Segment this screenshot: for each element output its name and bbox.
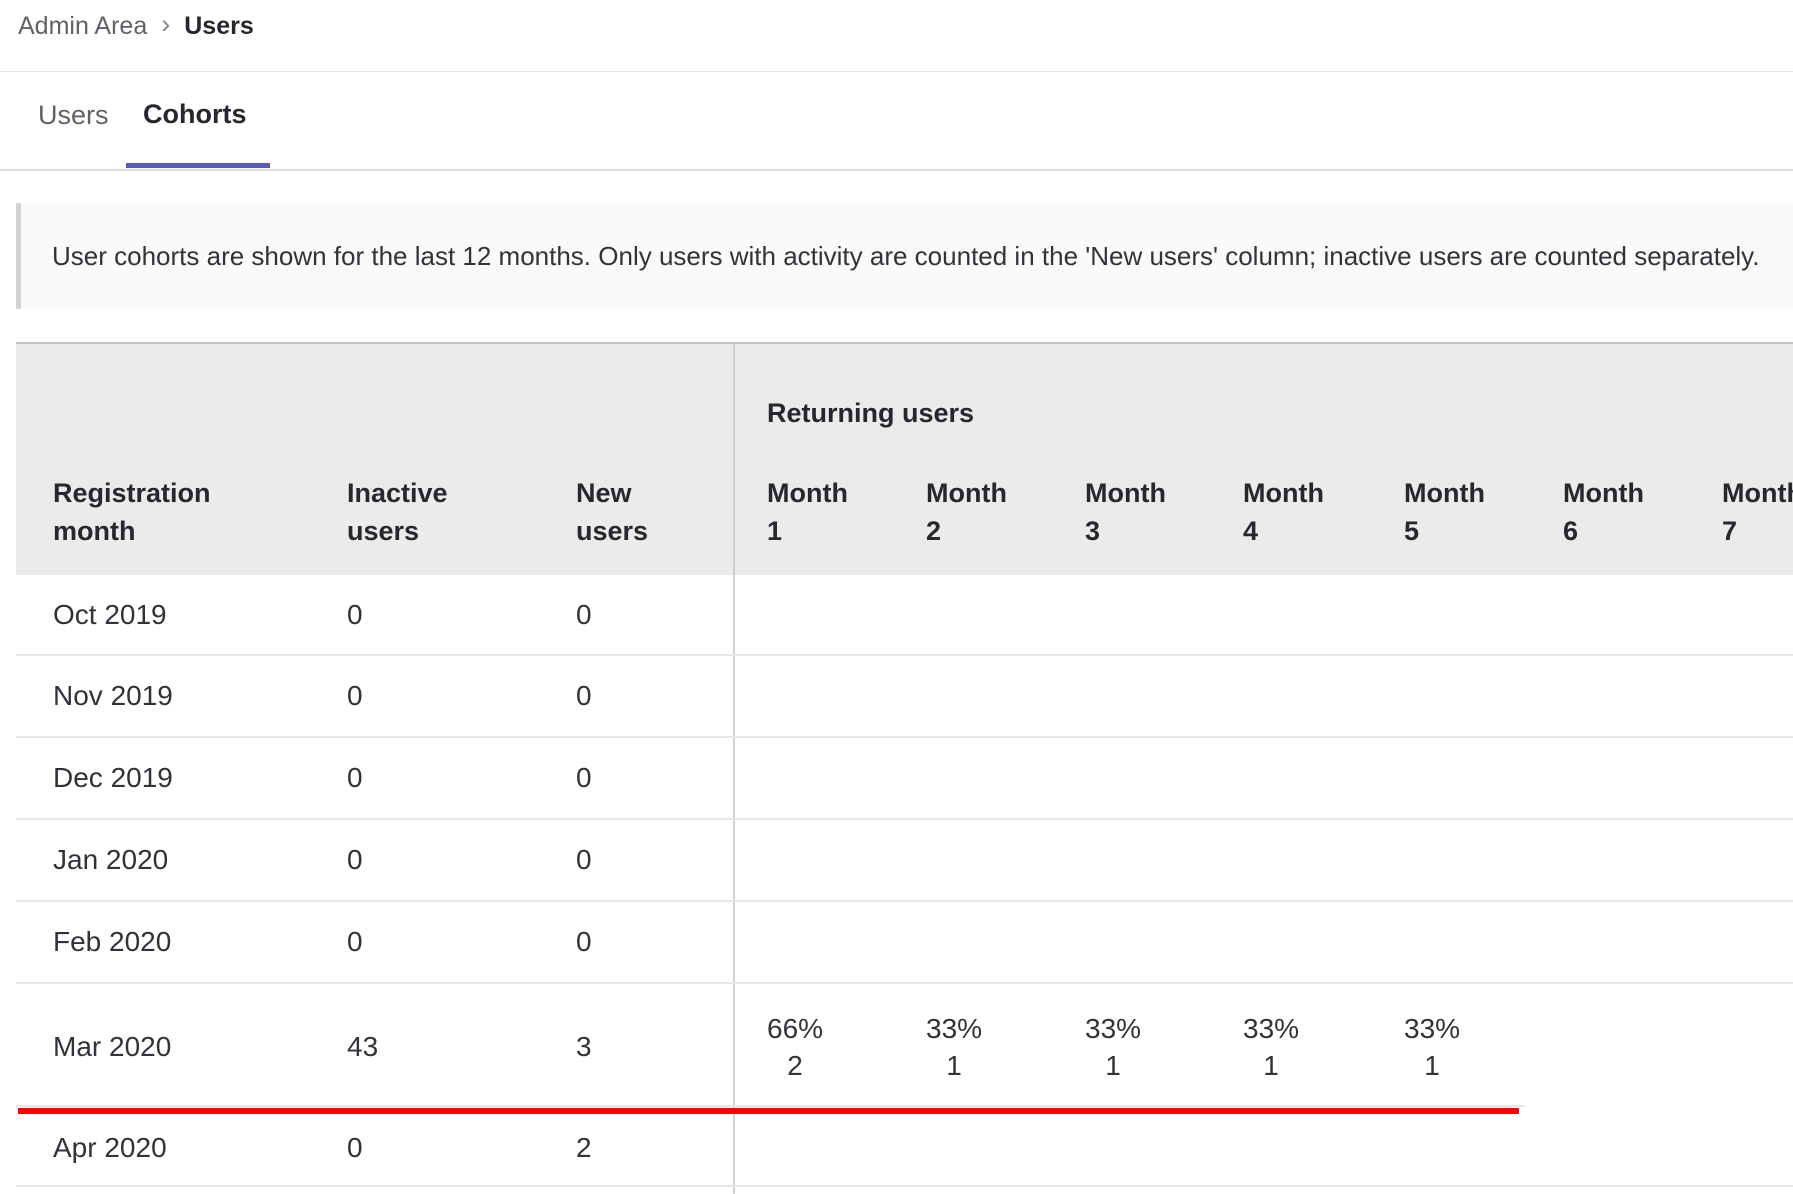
returning-count: 1 (1105, 1047, 1121, 1084)
header-cell-month-7: Month 7 (1722, 474, 1793, 550)
cell-inactive-users: 0 (347, 820, 363, 900)
returning-count: 2 (787, 1047, 803, 1084)
cell-new-users: 0 (576, 820, 592, 900)
returning-count: 1 (1424, 1047, 1440, 1084)
returning-percentage: 66% (767, 1010, 823, 1047)
cell-registration-month: Dec 2019 (53, 738, 173, 818)
header-cell-month-2: Month 2 (926, 474, 1007, 550)
returning-percentage: 33% (1404, 1010, 1460, 1047)
cell-inactive-users: 0 (347, 738, 363, 818)
header-divider (0, 71, 1793, 72)
cell-new-users: 0 (576, 656, 592, 736)
cell-registration-month: Apr 2020 (53, 1110, 167, 1185)
cell-registration-month: Jan 2020 (53, 820, 168, 900)
table-row-mar-2020: Mar 202043366%233%133%133%133%1 (16, 984, 1793, 1110)
cell-registration-month: Nov 2019 (53, 656, 173, 736)
breadcrumb-users-current: Users (184, 12, 254, 41)
table-row-apr-2020: Apr 2020 0 2 (16, 1110, 1793, 1187)
march-row-border (16, 1105, 1525, 1107)
red-underline-annotation (18, 1108, 1519, 1114)
table-row-oct-2019: Oct 2019 0 0 (16, 575, 1793, 656)
cell-new-users: 3 (576, 984, 592, 1110)
returning-percentage: 33% (1243, 1010, 1299, 1047)
cell-new-users: 2 (576, 1110, 592, 1185)
header-cell-month-6: Month 6 (1563, 474, 1644, 550)
returning-count: 1 (946, 1047, 962, 1084)
header-cell-month-5: Month 5 (1404, 474, 1485, 550)
tab-cohorts[interactable]: Cohorts (143, 99, 247, 130)
cell-inactive-users: 0 (347, 575, 363, 654)
table-row-jan-2020: Jan 2020 0 0 (16, 820, 1793, 902)
cell-registration-month: Mar 2020 (53, 984, 171, 1110)
table-row-dec-2019: Dec 2019 0 0 (16, 738, 1793, 820)
table-row-nov-2019: Nov 2019 0 0 (16, 656, 1793, 738)
cell-returning-month-2: 33%1 (926, 984, 982, 1110)
tabs-divider (0, 169, 1793, 171)
table-row-feb-2020: Feb 2020 0 0 (16, 902, 1793, 984)
header-cell-registration-month: Registration month (53, 474, 211, 550)
breadcrumb: Admin Area › Users (18, 10, 254, 42)
active-tab-indicator (126, 163, 270, 168)
info-banner-text: User cohorts are shown for the last 12 m… (21, 203, 1759, 309)
info-banner: User cohorts are shown for the last 12 m… (16, 203, 1793, 309)
cohorts-table: Returning users Registration month Inacti… (16, 342, 1793, 1194)
cell-inactive-users: 0 (347, 656, 363, 736)
header-cell-month-1: Month 1 (767, 474, 848, 550)
chevron-right-icon: › (161, 11, 170, 42)
cell-registration-month: Feb 2020 (53, 902, 171, 982)
returning-percentage: 33% (1085, 1010, 1141, 1047)
returning-percentage: 33% (926, 1010, 982, 1047)
cell-returning-month-5: 33%1 (1404, 984, 1460, 1110)
tab-users[interactable]: Users (38, 100, 109, 131)
cell-inactive-users: 0 (347, 1110, 363, 1185)
breadcrumb-admin-area-link[interactable]: Admin Area (18, 12, 147, 41)
cell-returning-month-3: 33%1 (1085, 984, 1141, 1110)
header-cell-month-4: Month 4 (1243, 474, 1324, 550)
cell-inactive-users: 0 (347, 902, 363, 982)
admin-cohorts-page: Admin Area › Users Users Cohorts User co… (0, 0, 1793, 1194)
cell-inactive-users: 43 (347, 984, 378, 1110)
cell-registration-month: Oct 2019 (53, 575, 167, 654)
cell-new-users: 0 (576, 902, 592, 982)
header-cell-inactive-users: Inactive users (347, 474, 448, 550)
cell-returning-month-1: 66%2 (767, 984, 823, 1110)
returning-users-group-header: Returning users (767, 396, 974, 430)
cell-new-users: 0 (576, 738, 592, 818)
returning-count: 1 (1263, 1047, 1279, 1084)
header-cell-new-users: New users (576, 474, 648, 550)
cell-new-users: 0 (576, 575, 592, 654)
cell-returning-month-4: 33%1 (1243, 984, 1299, 1110)
header-cell-month-3: Month 3 (1085, 474, 1166, 550)
table-header-background (16, 344, 1793, 575)
